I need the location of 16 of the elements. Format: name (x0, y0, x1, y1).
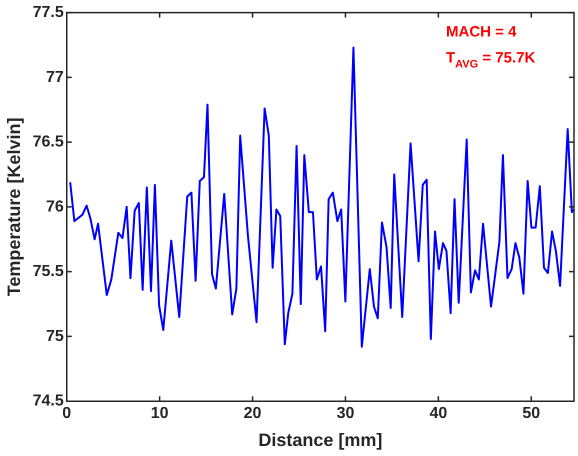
x-tick-label: 0 (62, 405, 72, 422)
y-tick-label: 75 (46, 328, 64, 345)
x-tick-label: 50 (522, 405, 540, 422)
y-tick-label: 76.5 (32, 134, 64, 151)
x-tick-label: 10 (150, 405, 169, 422)
annotation: MACH = 4 (446, 24, 518, 41)
y-tick-label: 75.5 (32, 263, 64, 280)
x-tick-label: 40 (429, 405, 448, 422)
y-tick-label: 77 (46, 68, 64, 86)
y-tick-label: 77.5 (32, 4, 64, 22)
y-tick-label: 76 (46, 198, 64, 216)
x-tick-label: 30 (336, 405, 354, 422)
y-tick-label: 74.5 (32, 392, 64, 410)
y-axis-title: Temperature [Kelvin] (4, 118, 24, 296)
x-tick-label: 20 (244, 405, 262, 422)
x-axis-title: Distance [mm] (258, 430, 382, 450)
